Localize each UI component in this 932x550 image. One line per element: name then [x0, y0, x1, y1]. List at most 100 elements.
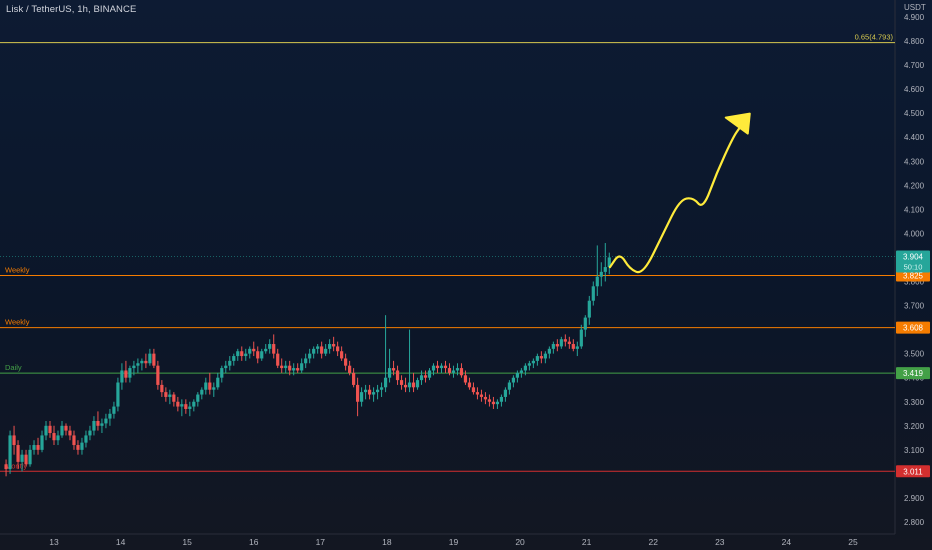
- candle-body: [583, 317, 587, 330]
- time-tick-label: 14: [116, 537, 126, 547]
- candle-body: [180, 404, 184, 407]
- candle-body: [447, 368, 452, 373]
- candle-body: [220, 368, 224, 378]
- candle-body: [188, 406, 192, 409]
- candle-body: [200, 389, 204, 395]
- candle-body: [359, 392, 364, 402]
- candle-body: [431, 365, 436, 371]
- price-tick-label: 4.400: [904, 133, 925, 142]
- candle-body: [276, 353, 280, 366]
- candle-body: [204, 382, 208, 390]
- candle-body: [427, 370, 432, 378]
- candle-body: [527, 363, 531, 366]
- candle-body: [32, 445, 36, 450]
- candle-body: [52, 433, 56, 441]
- candle-body: [459, 368, 464, 376]
- candle-body: [152, 353, 156, 366]
- time-tick-label: 19: [449, 537, 459, 547]
- candle-body: [72, 435, 76, 446]
- candle-body: [144, 360, 148, 364]
- time-tick-label: 22: [648, 537, 658, 547]
- candle-body: [256, 351, 260, 359]
- candle-body: [160, 384, 164, 393]
- time-tick-label: 16: [249, 537, 259, 547]
- candle-body: [375, 389, 380, 393]
- candle-body: [108, 413, 112, 419]
- candle-body: [387, 368, 392, 378]
- candle-body: [455, 368, 460, 371]
- price-tick-label: 4.500: [904, 109, 925, 118]
- time-tick-label: 25: [848, 537, 858, 547]
- candle-body: [399, 380, 404, 385]
- candle-body: [8, 435, 12, 470]
- candle-body: [184, 404, 188, 409]
- candle-body: [507, 382, 512, 390]
- candle-body: [176, 401, 180, 407]
- time-tick-label: 21: [582, 537, 592, 547]
- candle-body: [36, 445, 40, 450]
- candle-body: [371, 392, 376, 395]
- candle-body: [252, 348, 256, 352]
- candle-body: [68, 430, 72, 436]
- candle-body: [172, 394, 176, 402]
- candle-body: [483, 396, 488, 400]
- price-tick-label: 3.100: [904, 446, 925, 455]
- candle-body: [288, 365, 292, 371]
- candle-body: [140, 360, 144, 364]
- candle-body: [471, 387, 476, 393]
- price-tick-label: 3.500: [904, 350, 925, 359]
- candle-body: [419, 375, 424, 381]
- candle-body: [587, 300, 591, 318]
- candle-body: [439, 365, 444, 369]
- candle-body: [40, 435, 44, 450]
- candle-body: [148, 353, 152, 364]
- candle-body: [92, 420, 96, 431]
- candles-layer: [4, 243, 611, 477]
- candle-body: [112, 406, 116, 414]
- projection-arrowhead: [724, 112, 751, 135]
- last-price-countdown: 50:10: [904, 262, 923, 271]
- candle-body: [244, 353, 248, 357]
- candle-body: [64, 425, 68, 431]
- level-badge-text: 3.825: [903, 271, 924, 280]
- candle-body: [607, 257, 611, 268]
- price-tick-label: 4.900: [904, 13, 925, 22]
- candle-body: [156, 365, 160, 385]
- candle-body: [523, 365, 527, 371]
- candle-body: [104, 418, 108, 424]
- candle-body: [320, 346, 324, 354]
- candle-body: [44, 425, 48, 436]
- candle-body: [463, 375, 468, 383]
- candle-body: [595, 276, 599, 287]
- price-tick-label: 3.300: [904, 398, 925, 407]
- candle-body: [443, 365, 448, 369]
- candle-body: [12, 435, 16, 446]
- price-axis-currency: USDT: [904, 3, 926, 12]
- time-tick-label: 23: [715, 537, 725, 547]
- candle-body: [603, 267, 607, 272]
- candle-body: [499, 396, 504, 402]
- candle-body: [332, 344, 336, 347]
- candle-body: [547, 348, 551, 354]
- time-axis[interactable]: 13 14 15 16 17 18 19 20 21 22 23 24 25: [49, 537, 858, 547]
- candle-body: [84, 435, 88, 443]
- candle-body: [100, 423, 104, 426]
- candle-body: [435, 365, 440, 369]
- level-label: Montly: [5, 461, 27, 470]
- candle-body: [268, 344, 272, 349]
- candle-body: [328, 344, 332, 349]
- candle-body: [571, 344, 575, 349]
- candle-body: [124, 370, 128, 378]
- candle-body: [316, 346, 320, 349]
- candle-body: [272, 344, 276, 354]
- candle-body: [391, 368, 396, 371]
- price-tick-label: 4.100: [904, 205, 925, 214]
- candle-body: [367, 389, 372, 395]
- candle-body: [379, 387, 384, 390]
- candle-body: [136, 363, 140, 366]
- levels-layer: 0.65(4.793) Weekly Weekly Daily Montly: [0, 33, 895, 472]
- candle-body: [336, 346, 340, 352]
- candle-body: [344, 358, 348, 366]
